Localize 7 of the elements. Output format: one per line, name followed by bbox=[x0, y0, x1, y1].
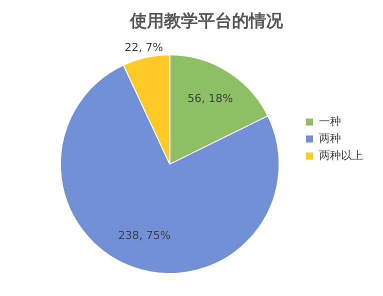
data-label: 238, 75% bbox=[118, 229, 171, 242]
chart-title: 使用教学平台的情况 bbox=[129, 12, 284, 32]
data-label: 56, 18% bbox=[187, 92, 233, 106]
legend-label: 一种 bbox=[319, 114, 341, 128]
legend-label: 两种 bbox=[319, 132, 341, 145]
data-label: 22, 7% bbox=[124, 40, 164, 54]
legend-label: 两种以上 bbox=[319, 148, 363, 162]
